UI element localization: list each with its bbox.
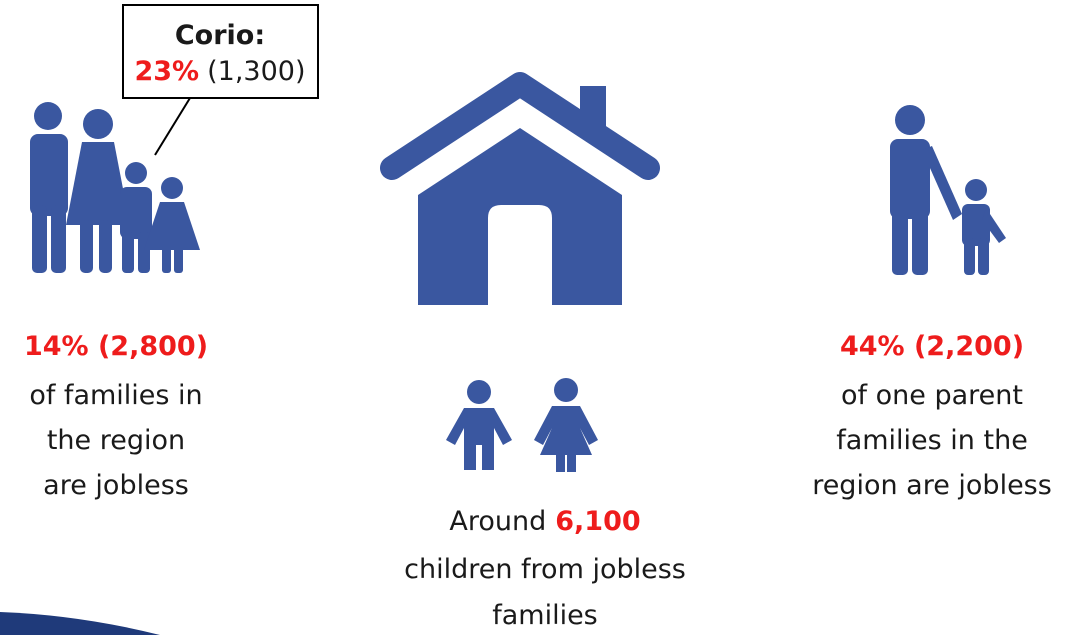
right-line: region are jobless <box>812 470 1052 501</box>
center-prefix: Around <box>449 506 546 537</box>
callout-value: 23% (1,300) <box>134 56 305 87</box>
right-line: families in the <box>836 425 1028 456</box>
callout-pointer <box>154 97 191 156</box>
center-number: 6,100 <box>555 506 640 537</box>
callout-percent: 23% <box>134 56 199 87</box>
center-line: children from jobless <box>404 554 686 585</box>
house-icon <box>380 72 660 305</box>
center-headline: Around 6,100 <box>449 506 640 537</box>
right-headline: 44% (2,200) <box>840 331 1024 362</box>
parent-child-icon <box>890 105 1006 275</box>
left-headline: 14% (2,800) <box>24 331 208 362</box>
left-line: are jobless <box>43 470 189 501</box>
decoration <box>0 612 160 635</box>
callout-count: (1,300) <box>207 56 305 87</box>
left-line: of families in <box>29 380 202 411</box>
left-line: the region <box>47 425 185 456</box>
center-line: families <box>492 600 598 631</box>
callout-label: Corio: <box>175 20 265 51</box>
family-icon <box>30 102 200 273</box>
children-icon <box>446 378 598 472</box>
callout-box <box>122 4 319 99</box>
right-line: of one parent <box>841 380 1023 411</box>
